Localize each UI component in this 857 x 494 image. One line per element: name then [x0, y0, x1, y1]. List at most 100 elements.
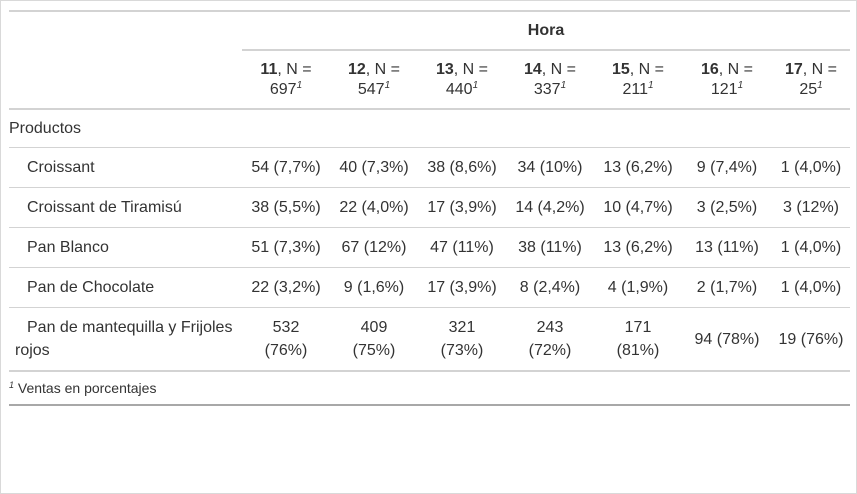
row-label: Croissant — [9, 147, 242, 188]
table-row: Pan Blanco 51 (7,3%) 67 (12%) 47 (11%) 38 (1… — [9, 227, 850, 268]
table-cell: 3 (2,5%) — [682, 187, 772, 228]
column-header-15: 15, N = 2111 — [594, 50, 682, 110]
cell-value: 8 (2,4%) — [519, 278, 581, 296]
footnote-mark: 1 — [9, 380, 15, 390]
table-cell: 243 (72%) — [506, 307, 594, 372]
table-cell: 3 (12%) — [772, 187, 850, 228]
cell-value: 40 (7,3%) — [339, 158, 409, 176]
cell-value: 10 (4,7%) — [603, 198, 673, 216]
spanner-row: Hora — [9, 10, 850, 51]
column-hour: 15 — [611, 60, 630, 78]
cell-value: 38 (5,5%) — [251, 198, 321, 216]
table-cell: 38 (8,6%) — [418, 147, 506, 188]
cell-value: 1 (4,0%) — [780, 238, 842, 256]
column-n: 337 — [533, 80, 561, 98]
cell-value: 54 (7,7%) — [251, 158, 321, 176]
table-cell: 22 (3,2%) — [242, 267, 330, 308]
column-n-prefix: , N = — [718, 60, 754, 78]
cell-value: 38 (8,6%) — [427, 158, 497, 176]
column-header-12: 12, N = 5471 — [330, 50, 418, 110]
column-n-prefix: , N = — [365, 60, 401, 78]
table-cell: 47 (11%) — [418, 227, 506, 268]
table-cell: 13 (6,2%) — [594, 147, 682, 188]
column-n: 121 — [710, 80, 738, 98]
table-cell: 38 (5,5%) — [242, 187, 330, 228]
table-cell: 9 (1,6%) — [330, 267, 418, 308]
footnote-mark: 1 — [817, 79, 823, 91]
cell-value: 9 (1,6%) — [343, 278, 405, 296]
table-cell: 9 (7,4%) — [682, 147, 772, 188]
table-cell: 8 (2,4%) — [506, 267, 594, 308]
footnote: 1 Ventas en porcentajes — [9, 371, 850, 406]
column-header-11: 11, N = 6971 — [242, 50, 330, 110]
table-cell: 22 (4,0%) — [330, 187, 418, 228]
row-label: Croissant de Tiramisú — [9, 187, 242, 228]
table-cell: 409 (75%) — [330, 307, 418, 372]
cell-value: 3 (2,5%) — [696, 198, 758, 216]
summary-table: Hora 11, N = 6971 12, N = 5471 13, N = 4401 14… — [9, 10, 850, 406]
column-n-prefix: , N = — [277, 60, 312, 78]
cell-value: 13 (6,2%) — [603, 158, 673, 176]
footnote-mark: 1 — [737, 79, 744, 91]
table-cell: 94 (78%) — [682, 307, 772, 372]
cell-value: 19 (76%) — [778, 330, 844, 348]
column-n: 211 — [622, 80, 648, 98]
row-label: Pan de mantequilla y Frijoles rojos — [9, 307, 242, 372]
cell-value: 34 (10%) — [517, 158, 583, 176]
group-row: Productos — [9, 109, 850, 148]
cell-value: 13 (11%) — [695, 238, 759, 256]
table-row: Croissant de Tiramisú 38 (5,5%) 22 (4,0%) 1… — [9, 187, 850, 228]
footnote-mark: 1 — [384, 79, 391, 91]
cell-value: 67 (12%) — [341, 238, 407, 256]
column-header-14: 14, N = 3371 — [506, 50, 594, 110]
table-cell: 38 (11%) — [506, 227, 594, 268]
column-n: 440 — [445, 80, 473, 98]
group-label: Productos — [9, 109, 850, 148]
row-label: Pan de Chocolate — [9, 267, 242, 308]
column-hour: 11 — [260, 60, 278, 78]
table-cell: 40 (7,3%) — [330, 147, 418, 188]
footnote-mark: 1 — [647, 79, 654, 91]
cell-value: 14 (4,2%) — [515, 198, 585, 216]
table-cell: 13 (6,2%) — [594, 227, 682, 268]
table-cell: 532 (76%) — [242, 307, 330, 372]
footnote-mark: 1 — [472, 79, 479, 91]
cell-value: 94 (78%) — [694, 330, 760, 348]
table-cell: 321 (73%) — [418, 307, 506, 372]
table-cell: 4 (1,9%) — [594, 267, 682, 308]
column-n-prefix: , N = — [802, 60, 838, 78]
column-n-prefix: , N = — [541, 60, 577, 78]
table-cell: 14 (4,2%) — [506, 187, 594, 228]
table-cell: 17 (3,9%) — [418, 267, 506, 308]
footnote-row: 1 Ventas en porcentajes — [9, 371, 850, 406]
column-header-row: 11, N = 6971 12, N = 5471 13, N = 4401 14, N =… — [9, 50, 850, 110]
table-cell: 171 (81%) — [594, 307, 682, 372]
column-hour: 12 — [347, 60, 366, 78]
cell-value: 532 (76%) — [264, 319, 308, 359]
cell-value: 13 (6,2%) — [603, 238, 673, 256]
table-row: Pan de mantequilla y Frijoles rojos 532 (… — [9, 307, 850, 372]
column-n: 697 — [269, 80, 297, 98]
cell-value: 3 (12%) — [782, 198, 840, 216]
table-row: Croissant 54 (7,7%) 40 (7,3%) 38 (8,6%) 34 (… — [9, 147, 850, 188]
table-cell: 19 (76%) — [772, 307, 850, 372]
cell-value: 2 (1,7%) — [696, 278, 758, 296]
cell-value: 51 (7,3%) — [251, 238, 321, 256]
column-hour: 16 — [700, 60, 719, 78]
table-cell: 67 (12%) — [330, 227, 418, 268]
cell-value: 1 (4,0%) — [780, 278, 842, 296]
table-cell: 1 (4,0%) — [772, 227, 850, 268]
column-hour: 14 — [523, 60, 542, 78]
column-header-13: 13, N = 4401 — [418, 50, 506, 110]
table-cell: 2 (1,7%) — [682, 267, 772, 308]
column-header-16: 16, N = 1211 — [682, 50, 772, 110]
column-hour: 17 — [784, 60, 803, 78]
row-label: Pan Blanco — [9, 227, 242, 268]
column-header-17: 17, N = 251 — [772, 50, 850, 110]
column-n-prefix: , N = — [629, 60, 665, 78]
footnote-text: Ventas en porcentajes — [17, 380, 157, 396]
table-cell: 10 (4,7%) — [594, 187, 682, 228]
table-cell: 13 (11%) — [682, 227, 772, 268]
cell-value: 4 (1,9%) — [607, 278, 669, 296]
cell-value: 321 (73%) — [440, 319, 484, 359]
